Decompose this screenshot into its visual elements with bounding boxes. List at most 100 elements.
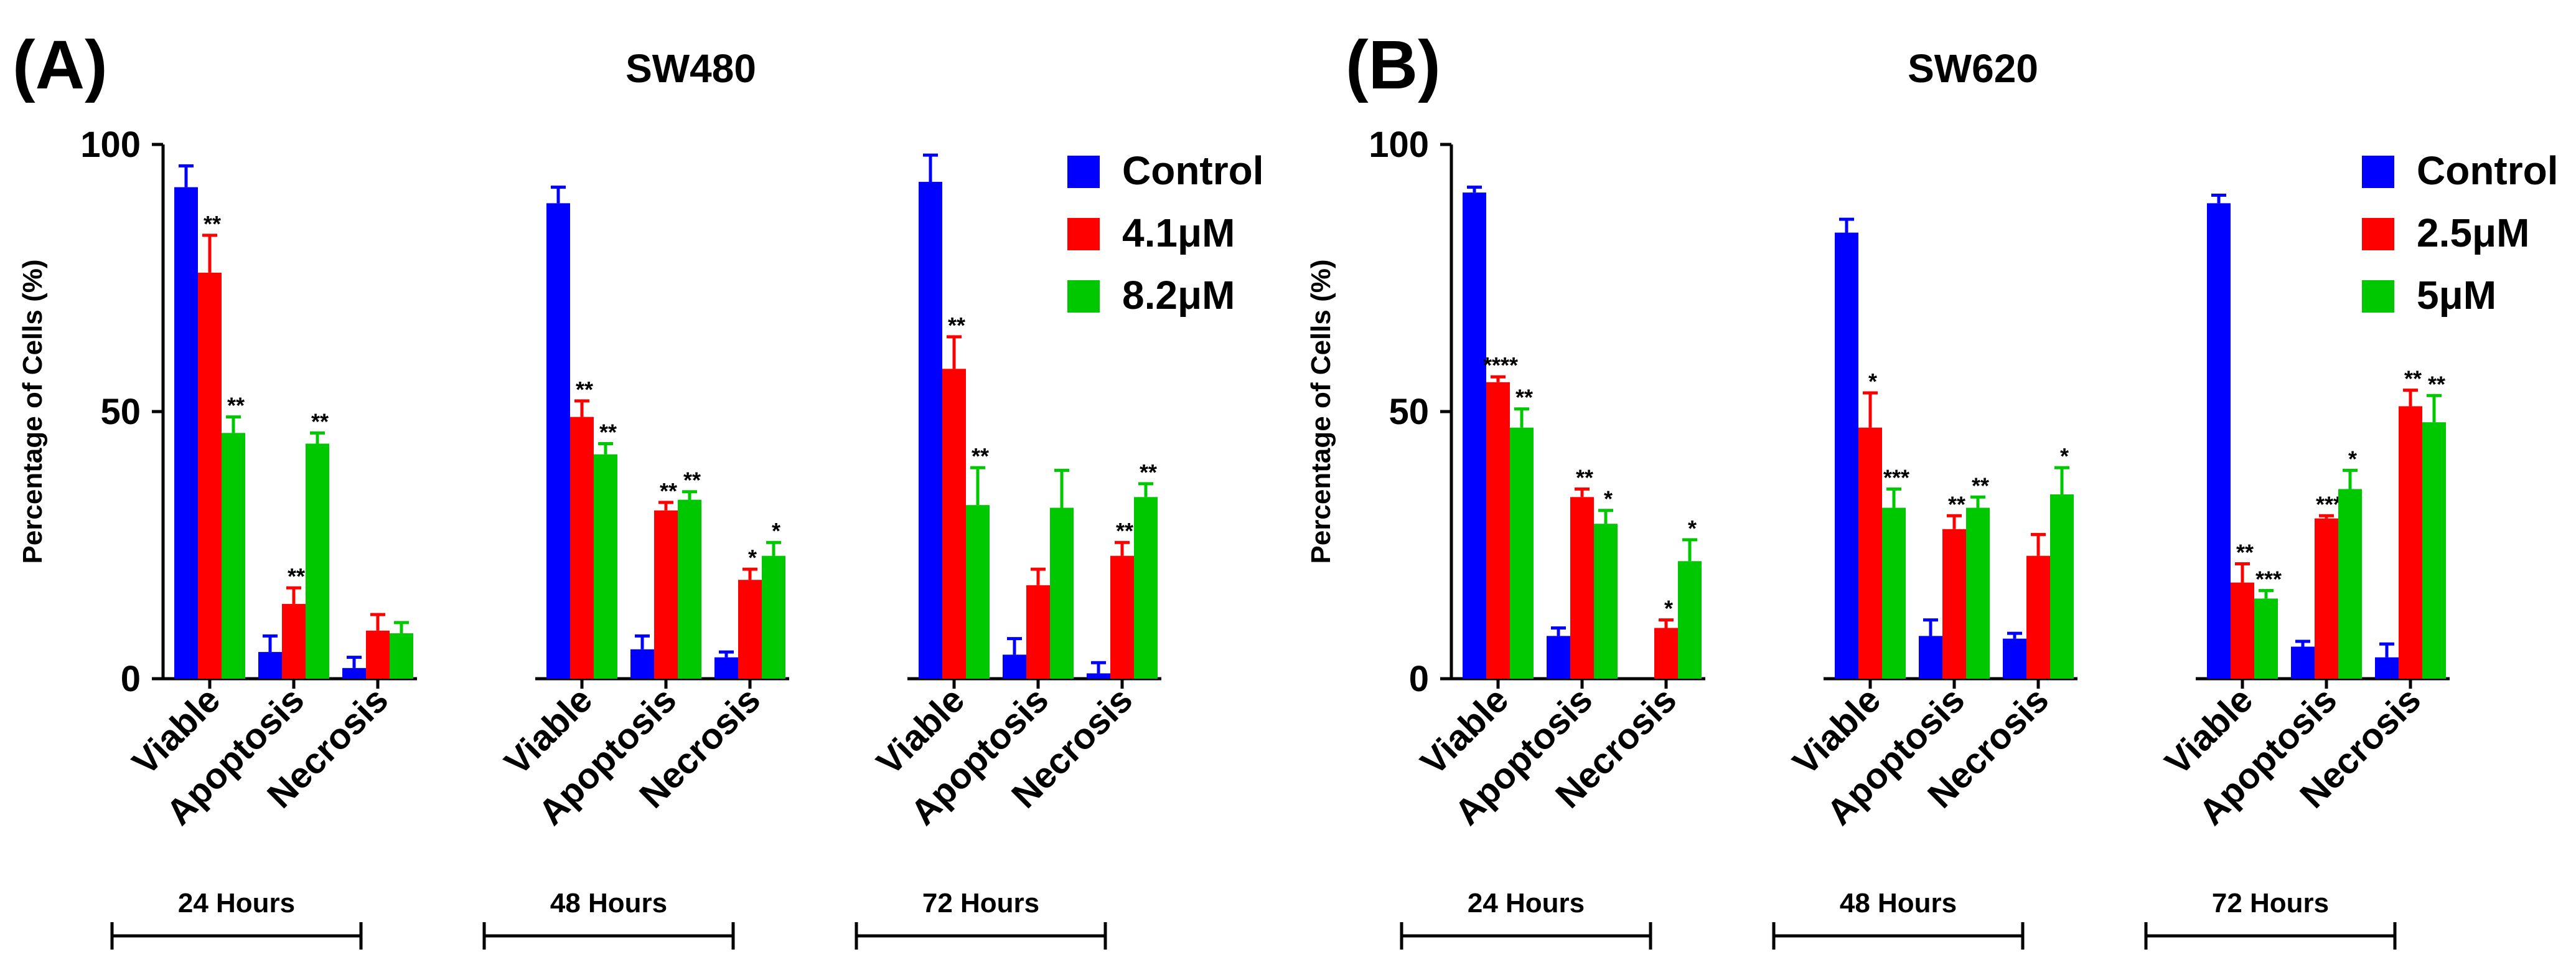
significance-label: ** bbox=[2428, 371, 2445, 397]
bar bbox=[2231, 582, 2254, 679]
bar bbox=[2207, 203, 2231, 679]
significance-label: *** bbox=[1883, 465, 1909, 490]
bar bbox=[1919, 636, 1942, 679]
bar bbox=[1463, 192, 1486, 679]
bar bbox=[282, 603, 306, 679]
bar bbox=[342, 667, 366, 679]
bar bbox=[1003, 654, 1026, 679]
significance-label: ** bbox=[288, 564, 305, 589]
significance-label: ** bbox=[683, 468, 701, 493]
bar bbox=[1547, 636, 1570, 679]
bar bbox=[258, 652, 282, 679]
legend-label: 5μM bbox=[2417, 273, 2496, 318]
bar bbox=[1835, 232, 1858, 679]
bar bbox=[1858, 427, 1882, 679]
panel-label: (B) bbox=[1346, 27, 1441, 103]
bar bbox=[2338, 489, 2362, 679]
bar bbox=[222, 433, 245, 679]
bar bbox=[174, 187, 198, 679]
legend-label: Control bbox=[2417, 148, 2559, 193]
legend-swatch bbox=[1067, 218, 1100, 250]
bar bbox=[2291, 646, 2315, 679]
bar bbox=[714, 657, 738, 679]
bar bbox=[198, 272, 222, 679]
time-label: 24 Hours bbox=[1468, 888, 1585, 918]
bar bbox=[594, 454, 617, 679]
significance-label: ** bbox=[948, 313, 965, 338]
legend-swatch bbox=[2362, 218, 2394, 250]
significance-label: * bbox=[2060, 443, 2069, 469]
bar bbox=[654, 510, 678, 679]
legend-label: 8.2μM bbox=[1122, 273, 1235, 318]
bar bbox=[2375, 657, 2399, 679]
significance-label: ** bbox=[1972, 473, 1989, 498]
bar bbox=[390, 633, 413, 679]
significance-label: * bbox=[1688, 516, 1697, 541]
y-tick-label: 0 bbox=[121, 659, 141, 699]
bar bbox=[1942, 529, 1966, 679]
bar bbox=[1678, 561, 1702, 679]
bar bbox=[942, 369, 966, 679]
bar bbox=[738, 580, 762, 679]
bar bbox=[1087, 673, 1110, 679]
bar bbox=[2422, 422, 2446, 679]
bar bbox=[570, 417, 594, 679]
significance-label: ** bbox=[204, 211, 221, 237]
bar bbox=[1026, 585, 1050, 679]
y-tick-label: 100 bbox=[1369, 125, 1429, 165]
bar bbox=[1654, 628, 1678, 679]
significance-label: ** bbox=[1116, 518, 1133, 544]
legend-label: Control bbox=[1122, 148, 1264, 193]
significance-label: ** bbox=[599, 419, 617, 445]
significance-label: * bbox=[2348, 446, 2357, 471]
y-axis-label: Percentage of Cells (%) bbox=[1306, 259, 1336, 564]
bar bbox=[1594, 524, 1618, 679]
y-tick-label: 100 bbox=[80, 125, 141, 165]
chart-title: SW620 bbox=[1908, 46, 2038, 91]
bar bbox=[2003, 638, 2026, 679]
bar bbox=[1486, 382, 1510, 679]
bar bbox=[1050, 507, 1074, 679]
significance-label: ** bbox=[2236, 540, 2254, 565]
significance-label: **** bbox=[1483, 352, 1518, 378]
bar bbox=[919, 182, 942, 679]
y-tick-label: 50 bbox=[100, 392, 141, 432]
y-tick-label: 50 bbox=[1389, 392, 1429, 432]
panel-label: (A) bbox=[12, 27, 108, 103]
bar bbox=[762, 555, 785, 679]
significance-label: ** bbox=[972, 443, 989, 469]
bar bbox=[2399, 406, 2422, 679]
chart-title: SW480 bbox=[625, 46, 756, 91]
significance-label: ** bbox=[311, 408, 329, 434]
time-label: 72 Hours bbox=[2212, 888, 2329, 918]
significance-label: ** bbox=[227, 393, 245, 418]
bar bbox=[966, 505, 990, 679]
significance-label: *** bbox=[2316, 491, 2342, 517]
bar bbox=[2254, 598, 2278, 679]
legend-swatch bbox=[1067, 280, 1100, 313]
bar bbox=[1110, 555, 1134, 679]
bar bbox=[546, 203, 570, 679]
bar bbox=[306, 443, 329, 679]
significance-label: * bbox=[1868, 369, 1877, 394]
time-label: 48 Hours bbox=[550, 888, 667, 918]
bar bbox=[366, 630, 390, 679]
y-axis-label: Percentage of Cells (%) bbox=[17, 259, 48, 564]
time-label: 24 Hours bbox=[178, 888, 295, 918]
significance-label: *** bbox=[2255, 566, 2282, 592]
time-label: 72 Hours bbox=[922, 888, 1039, 918]
legend-label: 4.1μM bbox=[1122, 210, 1235, 255]
bar bbox=[678, 499, 701, 679]
significance-label: ** bbox=[1140, 460, 1157, 485]
bar bbox=[630, 649, 654, 679]
significance-label: * bbox=[748, 545, 757, 570]
y-tick-label: 0 bbox=[1409, 659, 1429, 699]
significance-label: ** bbox=[660, 478, 677, 504]
legend-swatch bbox=[2362, 156, 2394, 188]
bar bbox=[2050, 494, 2074, 679]
significance-label: ** bbox=[2404, 366, 2422, 392]
significance-label: * bbox=[772, 518, 780, 544]
legend-swatch bbox=[2362, 280, 2394, 313]
